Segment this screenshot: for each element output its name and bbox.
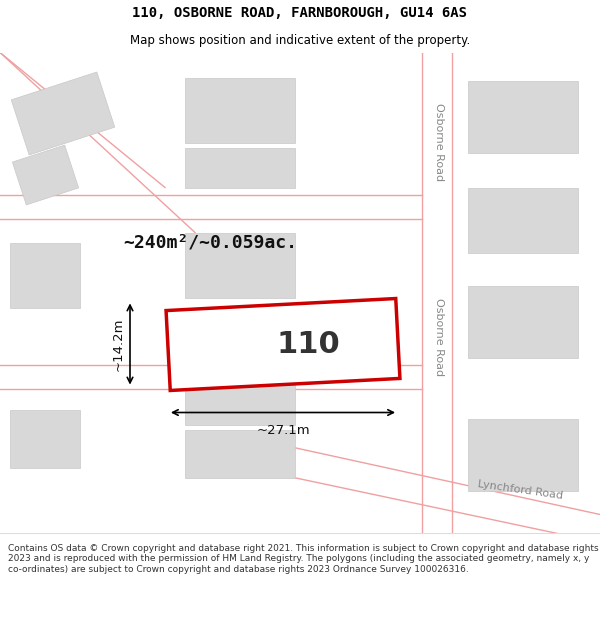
Polygon shape <box>11 72 115 155</box>
Text: Osborne Road: Osborne Road <box>434 103 444 181</box>
Polygon shape <box>468 81 578 152</box>
Text: ~27.1m: ~27.1m <box>256 424 310 438</box>
Text: ~240m²/~0.059ac.: ~240m²/~0.059ac. <box>123 234 297 251</box>
Polygon shape <box>468 419 578 491</box>
Polygon shape <box>185 429 295 478</box>
Text: 110: 110 <box>276 330 340 359</box>
Polygon shape <box>185 148 295 188</box>
Polygon shape <box>166 299 400 391</box>
Text: Osborne Road: Osborne Road <box>434 298 444 376</box>
Polygon shape <box>185 232 295 298</box>
Polygon shape <box>185 369 295 424</box>
Polygon shape <box>468 286 578 357</box>
Polygon shape <box>468 188 578 253</box>
Polygon shape <box>13 145 79 205</box>
Polygon shape <box>10 409 80 468</box>
Polygon shape <box>185 78 295 142</box>
Text: Lynchford Road: Lynchford Road <box>477 479 563 501</box>
Text: Map shows position and indicative extent of the property.: Map shows position and indicative extent… <box>130 34 470 47</box>
Text: 110, OSBORNE ROAD, FARNBOROUGH, GU14 6AS: 110, OSBORNE ROAD, FARNBOROUGH, GU14 6AS <box>133 6 467 20</box>
Polygon shape <box>10 242 80 308</box>
Text: Contains OS data © Crown copyright and database right 2021. This information is : Contains OS data © Crown copyright and d… <box>8 544 598 574</box>
Text: ~14.2m: ~14.2m <box>112 318 125 371</box>
